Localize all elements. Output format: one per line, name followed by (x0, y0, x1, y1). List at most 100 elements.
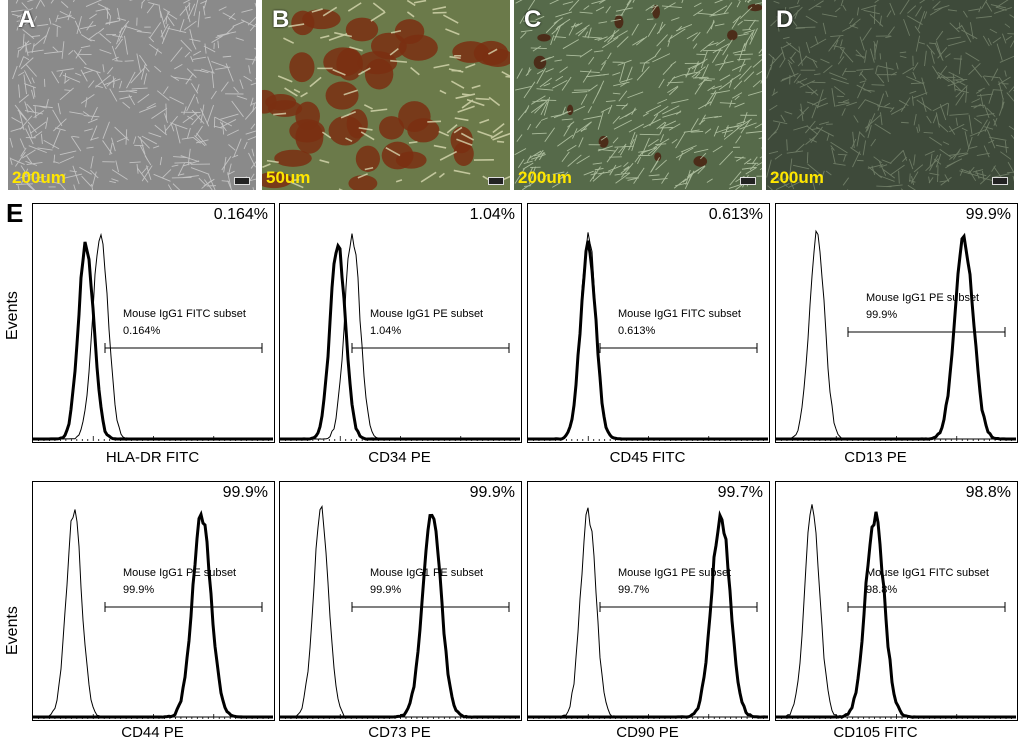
positive-percentage: 98.8% (965, 484, 1011, 501)
micrograph-a: A 200um (8, 0, 256, 190)
cell-texture (262, 0, 510, 190)
histogram-panel: 99.9% Mouse IgG1 PE subset 99.9% (775, 203, 1018, 443)
stain-deposit (262, 172, 293, 189)
gate-percentage: 99.9% (370, 584, 402, 596)
sample-curve (528, 240, 768, 441)
marker-axis-label: HLA-DR FITC (105, 449, 200, 466)
gate-percentage: 99.7% (618, 584, 650, 596)
stain-deposit (291, 10, 315, 36)
histogram-panel: 99.9% Mouse IgG1 PE subset 99.9% (32, 481, 275, 721)
y-axis-label-row1: Events (4, 291, 21, 340)
scale-label-c: 200um (518, 168, 572, 187)
positive-percentage: 99.7% (717, 484, 763, 501)
sample-curve (776, 232, 1016, 441)
gate-percentage: 99.9% (123, 584, 155, 596)
scale-bar-c (740, 177, 756, 185)
histogram-panel: 0.164% Mouse IgG1 FITC subset 0.164% (32, 203, 275, 443)
stain-deposit (323, 47, 363, 77)
panel-label-b: B (272, 6, 290, 33)
gate-name: Mouse IgG1 FITC subset (866, 567, 989, 579)
marker-axis-label: CD13 PE (844, 449, 907, 466)
marker-axis-label: CD45 FITC (609, 449, 686, 466)
sample-curve (33, 241, 273, 441)
marker-axis-label: CD90 PE (616, 724, 679, 741)
histogram-panel: 1.04% Mouse IgG1 PE subset 1.04% (279, 203, 522, 443)
stain-deposit (325, 81, 359, 110)
positive-percentage: 99.9% (469, 484, 515, 501)
stain-deposit (394, 19, 425, 44)
gate-percentage: 0.164% (123, 325, 161, 337)
micrograph-c: C 200um (514, 0, 762, 190)
scale-bar-d (992, 177, 1008, 185)
cell-texture (514, 0, 762, 190)
positive-percentage: 99.9% (965, 206, 1011, 223)
panel-label-c: C (524, 6, 542, 33)
gate-marker (599, 343, 758, 353)
gate-name: Mouse IgG1 FITC subset (618, 308, 741, 320)
scale-label-b: 50um (266, 168, 311, 187)
stain-deposit (598, 135, 609, 148)
micrograph-a-image (8, 0, 256, 190)
gate-marker (351, 343, 510, 353)
stain-deposit (747, 3, 762, 12)
scale-label-d: 200um (770, 168, 824, 187)
panel-label-d: D (776, 6, 794, 33)
stain-deposit (398, 101, 431, 133)
histogram-panel: 99.9% Mouse IgG1 PE subset 99.9% (279, 481, 522, 721)
cell-texture (766, 0, 1014, 190)
stain-deposit (355, 145, 381, 172)
isotype-control-curve (33, 509, 273, 718)
stain-deposit (727, 29, 738, 41)
histogram-plot (280, 233, 520, 441)
gate-marker (351, 602, 510, 612)
stain-deposit (654, 152, 662, 162)
positive-percentage: 0.613% (708, 206, 763, 223)
marker-axis-label: CD105 FITC (833, 724, 918, 741)
gate-percentage: 98.8% (866, 584, 898, 596)
stain-deposit (346, 109, 368, 139)
stain-deposit (537, 33, 551, 42)
gate-marker (847, 602, 1006, 612)
gate-name: Mouse IgG1 PE subset (866, 292, 980, 304)
gate-marker (104, 602, 263, 612)
gate-name: Mouse IgG1 FITC subset (123, 308, 246, 320)
stain-deposit (450, 126, 473, 154)
gate-name: Mouse IgG1 PE subset (370, 567, 484, 579)
marker-axis-label: CD34 PE (368, 449, 431, 466)
stain-deposit (262, 89, 277, 114)
isotype-control-curve (776, 504, 1016, 718)
histogram-plot (280, 504, 520, 719)
micrograph-d-image (766, 0, 1014, 190)
y-axis-label-row2: Events (4, 606, 21, 655)
histogram-plot (33, 232, 273, 441)
scale-bar-a (234, 177, 250, 185)
stain-deposit (289, 119, 325, 143)
stain-deposit (614, 15, 624, 29)
sample-curve (280, 242, 520, 441)
scale-label-a: 200um (12, 168, 66, 187)
stain-deposit (381, 141, 414, 170)
gate-marker (104, 343, 263, 353)
histogram-plot (528, 507, 768, 719)
stain-deposit (267, 100, 303, 117)
stain-deposit (348, 175, 378, 190)
sample-curve (33, 510, 273, 719)
positive-percentage: 99.9% (222, 484, 268, 501)
stain-deposit (379, 116, 405, 140)
stain-deposit (274, 149, 312, 167)
sample-curve (528, 510, 768, 719)
histogram-plot (776, 504, 1016, 719)
gate-percentage: 99.9% (866, 309, 898, 321)
stain-deposit (533, 55, 547, 70)
histogram-panel: 98.8% Mouse IgG1 FITC subset 98.8% (775, 481, 1018, 721)
stain-deposit (567, 104, 574, 116)
micrograph-b: B 50um (262, 0, 510, 190)
panel-label-a: A (18, 6, 36, 33)
stain-deposit (693, 155, 708, 167)
cell-texture (9, 0, 256, 190)
gate-name: Mouse IgG1 PE subset (618, 567, 732, 579)
histogram-plot (33, 509, 273, 719)
stain-deposit (289, 52, 315, 83)
micrograph-c-image (514, 0, 762, 190)
gate-name: Mouse IgG1 PE subset (370, 308, 484, 320)
